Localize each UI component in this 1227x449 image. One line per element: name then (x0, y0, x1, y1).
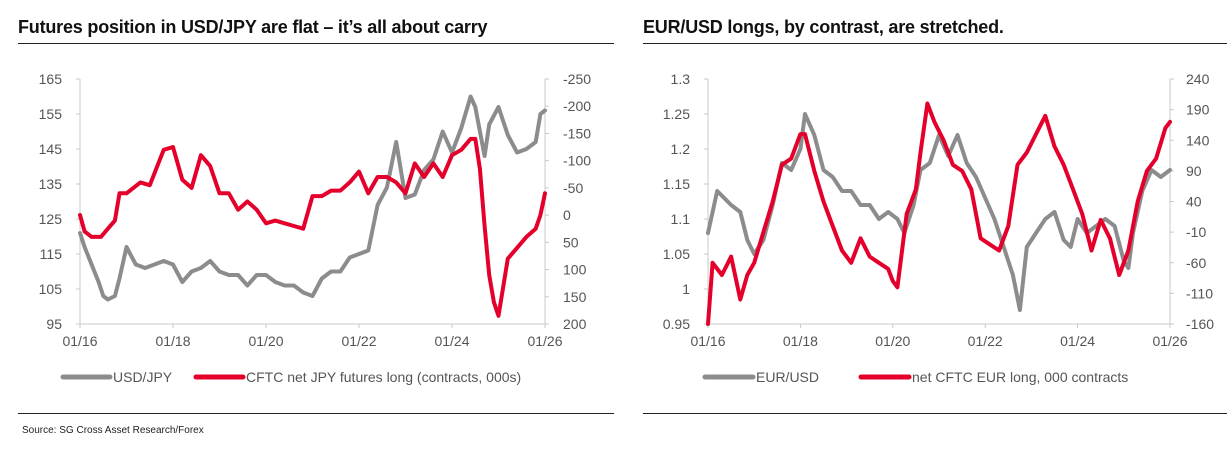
legend-label: USD/JPY (113, 369, 173, 385)
x-axis-tick-label: 01/26 (527, 333, 562, 349)
right-axis-tick-label: -150 (563, 125, 591, 141)
left-chart-title: Futures position in USD/JPY are flat – i… (18, 17, 488, 37)
left-axis-tick-label: 1.25 (663, 106, 690, 122)
right-axis-tick-label: 140 (1186, 132, 1210, 148)
x-axis-tick-label: 01/24 (434, 333, 469, 349)
left-title-rule (18, 43, 614, 44)
x-axis-tick-label: 01/20 (875, 333, 910, 349)
left-axis-tick-label: 165 (39, 71, 63, 87)
left-chart: 165 155 145 135 125 115 105 95 -250 -200 -150 -100 -… (39, 71, 592, 385)
left-axis-tick-label: 1.3 (671, 71, 691, 87)
right-axis-tick-label: -10 (1186, 224, 1206, 240)
right-axis-tick-label: 150 (563, 289, 587, 305)
right-chart: 1.3 1.25 1.2 1.15 1.1 1.05 1 0.95 240 190 140 90 40 -… (663, 71, 1214, 385)
x-axis-tick-label: 01/22 (341, 333, 376, 349)
left-axis-tick-label: 1.1 (671, 211, 691, 227)
x-axis-tick-label: 01/24 (1060, 333, 1095, 349)
left-axis-tick-label: 105 (39, 281, 63, 297)
right-axis-tick-label: 90 (1186, 163, 1202, 179)
source-note: Source: SG Cross Asset Research/Forex (22, 425, 204, 436)
right-axis-tick-label: 0 (563, 207, 571, 223)
left-axis-tick-label: 1.2 (671, 141, 691, 157)
x-axis-tick-label: 01/20 (248, 333, 283, 349)
x-axis-tick-label: 01/18 (783, 333, 818, 349)
right-axis-tick-label: -100 (563, 153, 591, 169)
x-axis-tick-label: 01/18 (155, 333, 190, 349)
right-axis-tick-label: 50 (563, 234, 579, 250)
left-axis-tick-label: 135 (39, 176, 63, 192)
series-line-red (78, 136, 547, 318)
left-axis-tick-label: 115 (40, 246, 63, 262)
x-axis-tick-label: 01/16 (62, 333, 97, 349)
series-line-grey (706, 112, 1172, 312)
right-axis-tick-label: 200 (563, 316, 587, 332)
legend-label: EUR/USD (756, 369, 819, 385)
right-title-rule (643, 43, 1227, 44)
right-axis-tick-label: -200 (563, 98, 591, 114)
left-axis-tick-label: 1 (682, 281, 690, 297)
right-axis-tick-label: -50 (563, 180, 583, 196)
right-axis-tick-label: -160 (1186, 316, 1214, 332)
legend-label: net CFTC EUR long, 000 contracts (912, 369, 1128, 385)
left-axis-tick-label: 155 (39, 106, 63, 122)
left-axis-tick-label: 145 (39, 141, 63, 157)
left-axis-tick-label: 1.05 (663, 246, 690, 262)
right-axis-tick-label: 100 (563, 262, 587, 278)
right-axis-tick-label: -250 (563, 71, 591, 87)
right-chart-title: EUR/USD longs, by contrast, are stretche… (643, 17, 1004, 37)
series-line-grey (78, 94, 547, 302)
left-axis-tick-label: 95 (46, 316, 62, 332)
x-axis-tick-label: 01/22 (968, 333, 1003, 349)
right-axis-tick-label: -110 (1186, 285, 1213, 301)
series-line-red (706, 101, 1172, 326)
left-axis-tick-label: 125 (39, 211, 63, 227)
right-axis-tick-label: -60 (1186, 255, 1206, 271)
left-axis-tick-label: 1.15 (663, 176, 690, 192)
left-bottom-rule (18, 413, 614, 414)
legend-label: CFTC net JPY futures long (contracts, 00… (246, 369, 521, 385)
x-axis-tick-label: 01/26 (1152, 333, 1187, 349)
right-axis-tick-label: 40 (1186, 194, 1202, 210)
right-axis-tick-label: 190 (1186, 102, 1210, 118)
right-bottom-rule (643, 413, 1227, 414)
right-axis-tick-label: 240 (1186, 71, 1210, 87)
left-axis-tick-label: 0.95 (663, 316, 690, 332)
x-axis-tick-label: 01/16 (690, 333, 725, 349)
